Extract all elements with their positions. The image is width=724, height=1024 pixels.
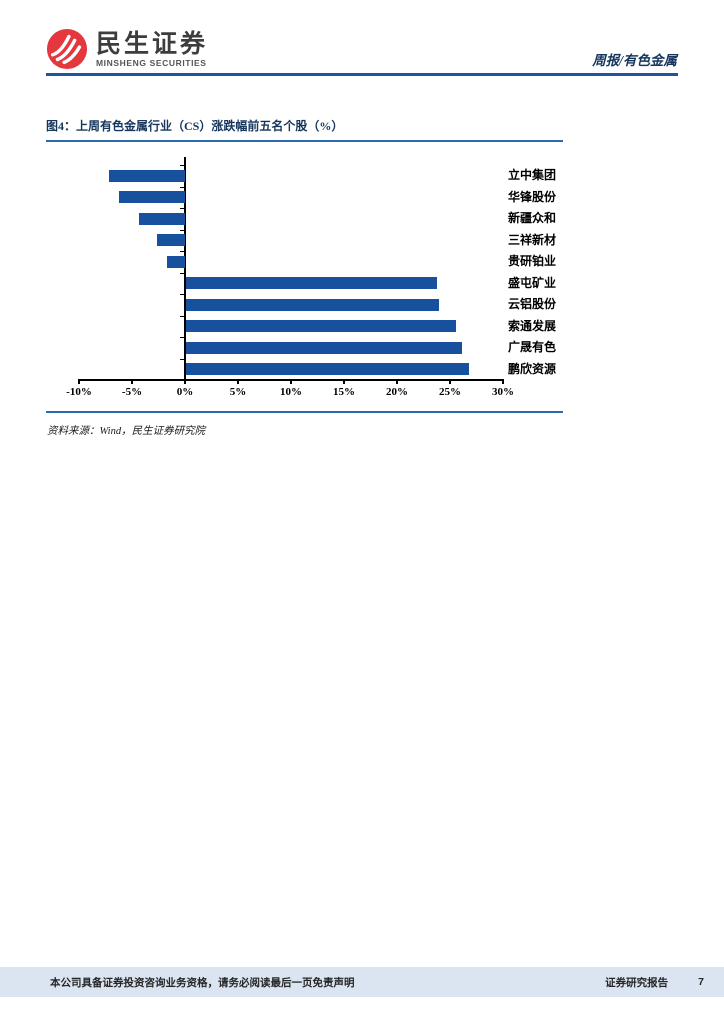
chart-plot-area: -10% -5% 0% 5% 10% 15% 20% 25% 30%	[66, 157, 514, 398]
x-tick-label: 10%	[280, 386, 302, 398]
chart-bar	[186, 298, 440, 311]
category-label: 鹏欣资源	[508, 361, 557, 376]
y-axis-tick	[180, 315, 184, 317]
figure-title: 图4：上周有色金属行业（CS）涨跌幅前五名个股（%）	[46, 119, 344, 133]
category-label: 新疆众和	[508, 211, 557, 225]
y-axis-tick	[180, 380, 184, 382]
x-axis-tick	[78, 380, 80, 384]
y-axis-tick	[180, 208, 184, 210]
chart-bar	[157, 234, 185, 247]
y-axis-tick	[180, 165, 184, 167]
zero-axis-line	[184, 157, 186, 380]
x-tick-label: 5%	[229, 386, 247, 398]
minsheng-logo: 民生证券 MINSHENG SECURITIES	[46, 28, 208, 70]
x-axis-tick	[343, 380, 345, 384]
logo-en-text: MINSHENG SECURITIES	[96, 57, 207, 68]
y-axis-tick	[180, 251, 184, 253]
x-tick-label: -10%	[66, 386, 92, 398]
chart-bar	[139, 212, 185, 225]
x-axis-tick	[396, 380, 398, 384]
y-axis-tick	[180, 337, 184, 339]
y-axis-tick	[180, 294, 184, 296]
chart-bar	[186, 341, 462, 354]
logo-text: 民生证券 MINSHENG SECURITIES	[96, 29, 209, 68]
footer-disclaimer: 本公司具备证券投资咨询业务资格，请务必阅读最后一页免责声明	[50, 976, 355, 989]
x-tick-label: 30%	[492, 386, 514, 398]
page-number: 7	[698, 976, 704, 988]
x-axis-tick	[290, 380, 292, 384]
x-axis-tick	[131, 380, 133, 384]
y-axis-tick	[180, 186, 184, 188]
bar-chart: -10% -5% 0% 5% 10% 15% 20% 25% 30% 立中集团华锋股份新疆众和三…	[47, 150, 677, 408]
category-label: 三祥新材	[508, 232, 557, 247]
chart-bar	[186, 277, 438, 290]
category-label: 盛屯矿业	[508, 275, 557, 290]
category-label: 广晟有色	[508, 340, 557, 354]
category-label: 索通发展	[508, 318, 557, 333]
report-category: 周报/有色金属	[592, 53, 677, 68]
x-tick-label: 25%	[439, 386, 461, 398]
category-label: 云铝股份	[508, 297, 557, 311]
y-axis-tick	[180, 229, 184, 231]
category-label: 贵研铂业	[508, 254, 557, 268]
x-axis-tick	[502, 380, 504, 384]
x-tick-label: 20%	[386, 386, 408, 398]
figure-top-divider	[46, 140, 563, 142]
figure-source: 资料来源：Wind，民生证券研究院	[47, 426, 206, 437]
page-footer: 本公司具备证券投资咨询业务资格，请务必阅读最后一页免责声明 证券研究报告 7	[0, 967, 724, 997]
logo-cn-text: 民生证券	[96, 29, 209, 58]
chart-bar	[119, 191, 185, 204]
chart-bar	[186, 320, 457, 333]
header-divider	[46, 73, 678, 76]
chart-bar	[166, 255, 185, 268]
y-axis-tick	[180, 358, 184, 360]
x-tick-label: 0%	[176, 386, 194, 398]
x-tick-label: 15%	[333, 386, 355, 398]
figure-bottom-divider	[46, 411, 563, 413]
category-label: 华锋股份	[508, 189, 557, 204]
minsheng-logo-icon	[46, 28, 88, 70]
x-axis-tick	[237, 380, 239, 384]
chart-bar	[186, 363, 470, 376]
x-tick-label: -5%	[121, 386, 143, 398]
y-axis-tick	[180, 272, 184, 274]
x-axis-tick	[184, 380, 186, 384]
chart-bar	[108, 169, 185, 182]
footer-report-type: 证券研究报告	[605, 976, 669, 989]
footer-right: 证券研究报告 7	[605, 975, 704, 990]
category-label: 立中集团	[508, 168, 557, 182]
x-axis-tick	[449, 380, 451, 384]
